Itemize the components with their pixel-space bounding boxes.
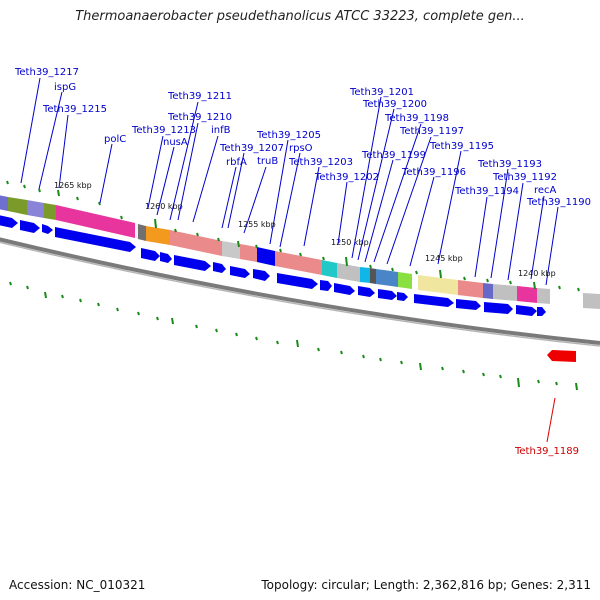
- gene-label-teth39-1202[interactable]: Teth39_1202: [314, 172, 379, 183]
- ruler-label: 1265 kbp: [54, 181, 92, 190]
- gene-arrow: [378, 289, 397, 300]
- gene-label-teth39-1217[interactable]: Teth39_1217: [14, 67, 79, 78]
- gene-arrow: [141, 248, 160, 261]
- gene-arrow: [277, 273, 318, 289]
- gene-arrow: [213, 262, 226, 273]
- gene-arrow: [174, 255, 211, 271]
- gene-label-teth39-1190[interactable]: Teth39_1190: [526, 197, 591, 208]
- gene-label-rpso[interactable]: rpsO: [289, 143, 313, 154]
- accession-text: Accession: NC_010321: [9, 578, 146, 592]
- gene-label-rbfa[interactable]: rbfA: [226, 157, 247, 168]
- gene-label-teth39-1203[interactable]: Teth39_1203: [288, 157, 353, 168]
- gene-track-row1[interactable]: [0, 215, 546, 316]
- gene-label-teth39-1193[interactable]: Teth39_1193: [477, 159, 542, 170]
- gene-label-teth39-1207[interactable]: Teth39_1207: [219, 143, 284, 154]
- gene-arrow: [55, 227, 136, 252]
- gene-label-teth39-1195[interactable]: Teth39_1195: [429, 141, 494, 152]
- gene-arrow: [484, 302, 513, 314]
- genome-backbone-shadow: [0, 241, 600, 347]
- gene-arrow: [358, 286, 375, 297]
- gene-arrow: [320, 280, 332, 291]
- ruler-label: 1255 kbp: [238, 220, 276, 229]
- gene-label-teth39-1211[interactable]: Teth39_1211: [167, 91, 232, 102]
- ruler-ticks-inner: [9, 281, 578, 391]
- gene-arrow: [20, 220, 40, 233]
- gene-label-reca[interactable]: recA: [534, 185, 557, 196]
- gene-label-teth39-1189[interactable]: Teth39_1189: [514, 446, 579, 457]
- gene-arrow: [42, 224, 53, 234]
- gene-arrow: [334, 283, 355, 295]
- map-title: Thermoanaerobacter pseudethanolicus ATCC…: [75, 9, 525, 24]
- gene-arrow: [160, 252, 172, 263]
- gene-arrow: [230, 266, 250, 278]
- ruler-label: 1245 kbp: [425, 254, 463, 263]
- gene-labels[interactable]: Teth39_1217 ispG Teth39_1215 polC Teth39…: [14, 67, 591, 457]
- gene-label-teth39-1196[interactable]: Teth39_1196: [401, 167, 466, 178]
- gene-arrow: [0, 215, 18, 228]
- gene-label-teth39-1213[interactable]: Teth39_1213: [131, 125, 196, 136]
- gene-arrow: [516, 305, 537, 316]
- gene-arrow: [537, 307, 546, 316]
- gene-label-polc[interactable]: polC: [104, 134, 126, 145]
- gene-label-teth39-1210[interactable]: Teth39_1210: [167, 112, 232, 123]
- gene-label-teth39-1201[interactable]: Teth39_1201: [349, 87, 414, 98]
- ruler-label: 1240 kbp: [518, 269, 556, 278]
- gene-label-nusa[interactable]: nusA: [163, 137, 188, 148]
- selected-leader-line: [546, 397, 556, 443]
- gene-arrow: [414, 294, 454, 307]
- cog-track: [0, 195, 600, 309]
- gene-label-teth39-1205[interactable]: Teth39_1205: [256, 130, 321, 141]
- gene-label-trub[interactable]: truB: [257, 156, 278, 167]
- gene-label-teth39-1215[interactable]: Teth39_1215: [42, 104, 107, 115]
- genome-backbone: [0, 237, 600, 345]
- ruler-ticks-outer: [6, 180, 580, 292]
- ruler-label: 1260 kbp: [145, 202, 183, 211]
- gene-label-teth39-1194[interactable]: Teth39_1194: [454, 186, 519, 197]
- selected-gene-arrow[interactable]: [547, 350, 576, 362]
- gene-label-teth39-1200[interactable]: Teth39_1200: [362, 99, 427, 110]
- gene-label-teth39-1192[interactable]: Teth39_1192: [492, 172, 557, 183]
- gene-label-infb[interactable]: infB: [211, 125, 231, 136]
- label-leader-lines: [20, 77, 559, 286]
- gene-label-teth39-1197[interactable]: Teth39_1197: [399, 126, 464, 137]
- ruler-label: 1250 kbp: [331, 238, 369, 247]
- genome-summary-text: Topology: circular; Length: 2,362,816 bp…: [261, 578, 591, 592]
- gene-label-teth39-1199[interactable]: Teth39_1199: [361, 150, 426, 161]
- gene-label-teth39-1198[interactable]: Teth39_1198: [384, 113, 449, 124]
- gene-label-ispg[interactable]: ispG: [54, 82, 76, 93]
- gene-arrow: [397, 292, 408, 301]
- gene-arrow: [253, 269, 270, 281]
- gene-arrow: [456, 299, 481, 310]
